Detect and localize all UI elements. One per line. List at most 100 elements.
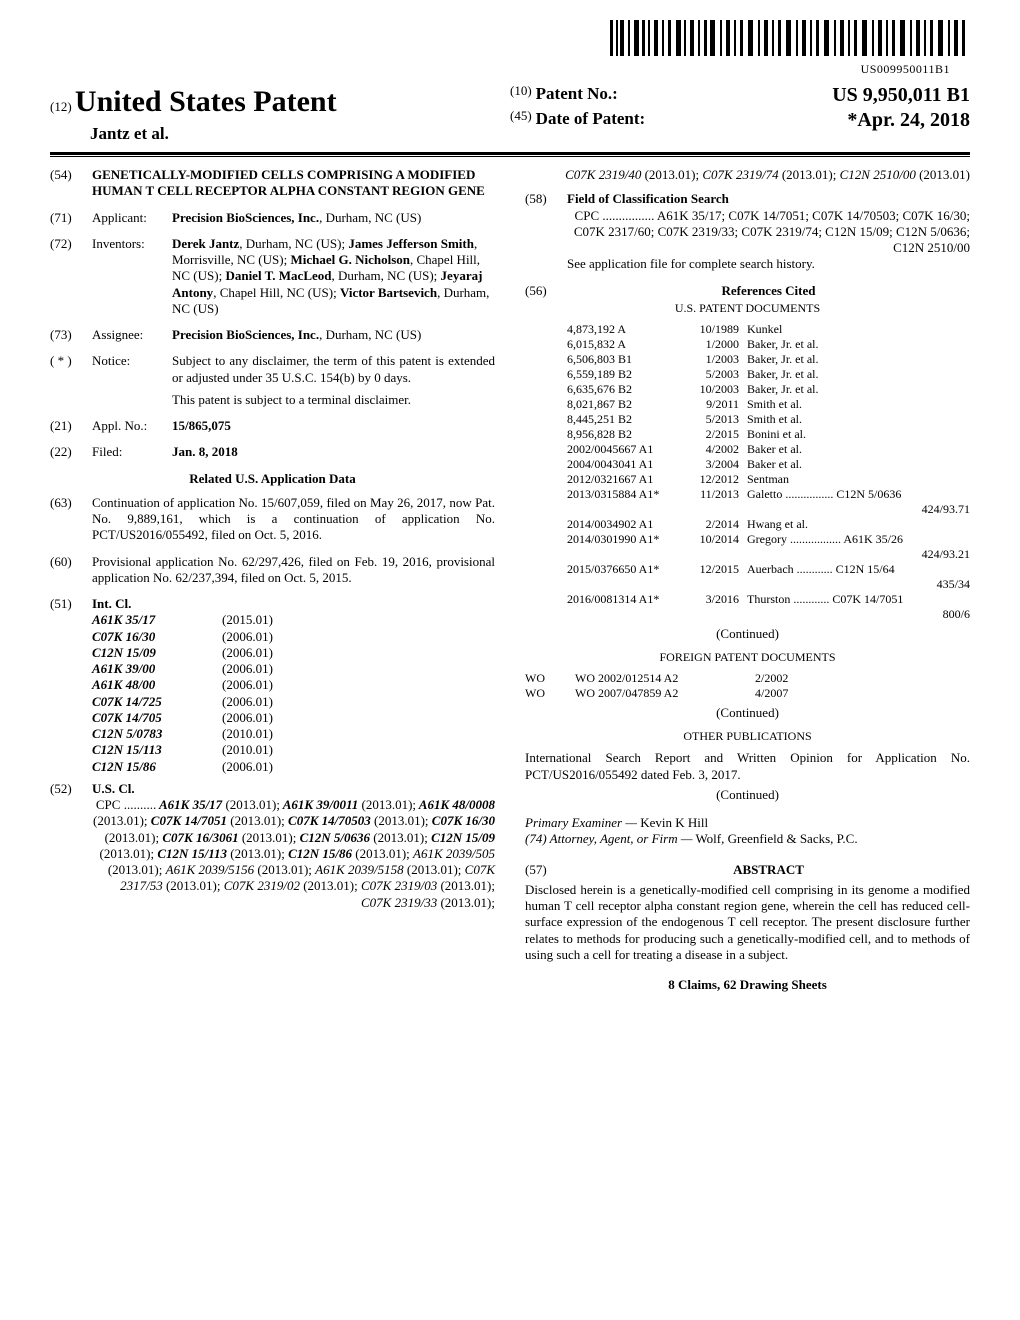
us-docs-table: 4,873,192 A10/1989Kunkel6,015,832 A1/200…: [567, 322, 970, 622]
abstract-head: ABSTRACT: [567, 862, 970, 878]
intcl-code: C12N 15/09: [92, 645, 222, 661]
ref-auth: Gregory ................. A61K 35/26: [747, 532, 970, 547]
code-12: (12): [50, 99, 72, 114]
ref-auth: Smith et al.: [747, 397, 970, 412]
continued-1: (Continued): [525, 626, 970, 642]
intcl-row: C07K 14/705(2006.01): [92, 710, 495, 726]
ref-row: 2013/0315884 A1*11/2013Galetto .........…: [567, 487, 970, 502]
authors: Jantz et al.: [90, 123, 337, 144]
header-rule: [50, 152, 970, 157]
attorney-label: (74) Attorney, Agent, or Firm —: [525, 831, 692, 846]
ref-num: 2016/0081314 A1*: [567, 592, 687, 607]
ref-num: 8,445,251 B2: [567, 412, 687, 427]
label-notice: Notice:: [92, 353, 172, 408]
field-52: (52) U.S. Cl. CPC .......... A61K 35/17 …: [50, 781, 495, 911]
attorney-line: (74) Attorney, Agent, or Firm — Wolf, Gr…: [525, 831, 970, 847]
intcl-code: C07K 14/725: [92, 694, 222, 710]
intcl-row: C12N 15/86(2006.01): [92, 759, 495, 775]
body-columns: (54) GENETICALLY-MODIFIED CELLS COMPRISI…: [50, 167, 970, 993]
intcl-year: (2006.01): [222, 677, 273, 693]
code-71: (71): [50, 210, 92, 226]
intcl-year: (2006.01): [222, 645, 273, 661]
code-notice: ( * ): [50, 353, 92, 408]
other-head: OTHER PUBLICATIONS: [525, 729, 970, 744]
field-72: (72) Inventors: Derek Jantz, Durham, NC …: [50, 236, 495, 317]
ref-extra-row: 435/34: [567, 577, 970, 592]
applicant-text: Precision BioSciences, Inc., Durham, NC …: [172, 210, 495, 226]
code-51: (51): [50, 596, 92, 775]
ref-date: 2/2014: [687, 517, 747, 532]
ref-auth: Baker et al.: [747, 457, 970, 472]
field-63: (63) Continuation of application No. 15/…: [50, 495, 495, 544]
inventors-text: Derek Jantz, Durham, NC (US); James Jeff…: [172, 236, 495, 317]
ref-num: 2014/0034902 A1: [567, 517, 687, 532]
ref-extra: 424/93.71: [567, 502, 970, 517]
ref-row: 2002/0045667 A14/2002Baker et al.: [567, 442, 970, 457]
patent-header: (12) United States Patent Jantz et al. (…: [50, 83, 970, 144]
code-72: (72): [50, 236, 92, 317]
ref-auth: Baker et al.: [747, 442, 970, 457]
field-21: (21) Appl. No.: 15/865,075: [50, 418, 495, 434]
examiner-name: Kevin K Hill: [640, 815, 708, 830]
intcl-row: C07K 16/30(2006.01): [92, 629, 495, 645]
ref-auth: Baker, Jr. et al.: [747, 382, 970, 397]
intcl-row: C07K 14/725(2006.01): [92, 694, 495, 710]
code-56: (56): [525, 283, 567, 299]
ref-row: 8,956,828 B22/2015Bonini et al.: [567, 427, 970, 442]
patent-no-value: US 9,950,011 B1: [832, 83, 970, 108]
ref-num: 2015/0376650 A1*: [567, 562, 687, 577]
ref-date: 12/2012: [687, 472, 747, 487]
intcl-year: (2010.01): [222, 726, 273, 742]
ref-num: 2014/0301990 A1*: [567, 532, 687, 547]
foreign-num: WO 2007/047859 A2: [575, 686, 755, 701]
ref-num: 2013/0315884 A1*: [567, 487, 687, 502]
code-58: (58): [525, 191, 567, 272]
ref-date: 1/2003: [687, 352, 747, 367]
ref-date: 2/2015: [687, 427, 747, 442]
field-54: (54) GENETICALLY-MODIFIED CELLS COMPRISI…: [50, 167, 495, 200]
intcl-code: C07K 14/705: [92, 710, 222, 726]
text-60: Provisional application No. 62/297,426, …: [92, 554, 495, 587]
field-73: (73) Assignee: Precision BioSciences, In…: [50, 327, 495, 343]
text-58: CPC ................ A61K 35/17; C07K 14…: [567, 208, 970, 257]
examiner-line: Primary Examiner — Kevin K Hill: [525, 815, 970, 831]
intcl-year: (2006.01): [222, 694, 273, 710]
right-column: C07K 2319/40 (2013.01); C07K 2319/74 (20…: [525, 167, 970, 993]
ref-date: 3/2004: [687, 457, 747, 472]
code-10: (10): [510, 83, 532, 108]
text-63: Continuation of application No. 15/607,0…: [92, 495, 495, 544]
intcl-code: C12N 15/86: [92, 759, 222, 775]
ref-auth: Bonini et al.: [747, 427, 970, 442]
ref-date: 10/2014: [687, 532, 747, 547]
ref-date: 5/2003: [687, 367, 747, 382]
field-71: (71) Applicant: Precision BioSciences, I…: [50, 210, 495, 226]
foreign-head: FOREIGN PATENT DOCUMENTS: [525, 650, 970, 665]
label-21: Appl. No.:: [92, 418, 172, 434]
ref-extra-row: 424/93.21: [567, 547, 970, 562]
intcl-row: C12N 5/0783(2010.01): [92, 726, 495, 742]
intcl-code: C12N 15/113: [92, 742, 222, 758]
field-60: (60) Provisional application No. 62/297,…: [50, 554, 495, 587]
left-column: (54) GENETICALLY-MODIFIED CELLS COMPRISI…: [50, 167, 495, 993]
field-56: (56) References Cited: [525, 283, 970, 299]
foreign-row: WOWO 2007/047859 A24/2007: [525, 686, 970, 701]
label-58: Field of Classification Search: [567, 191, 970, 207]
appl-no: 15/865,075: [172, 418, 495, 434]
ref-date: 12/2015: [687, 562, 747, 577]
ref-auth: Galetto ................ C12N 5/0636: [747, 487, 970, 502]
code-45: (45): [510, 108, 532, 133]
patent-no-label: Patent No.:: [536, 83, 696, 108]
label-52: U.S. Cl.: [92, 781, 495, 797]
ref-date: 1/2000: [687, 337, 747, 352]
examiner-label: Primary Examiner —: [525, 815, 637, 830]
ref-row: 2012/0321667 A112/2012Sentman: [567, 472, 970, 487]
ref-num: 8,956,828 B2: [567, 427, 687, 442]
ref-row: 8,021,867 B29/2011Smith et al.: [567, 397, 970, 412]
code-60: (60): [50, 554, 92, 587]
code-73: (73): [50, 327, 92, 343]
intcl-row: A61K 39/00(2006.01): [92, 661, 495, 677]
us-docs-head: U.S. PATENT DOCUMENTS: [525, 301, 970, 316]
intcl-row: A61K 35/17(2015.01): [92, 612, 495, 628]
intcl-code: A61K 48/00: [92, 677, 222, 693]
intcl-year: (2010.01): [222, 742, 273, 758]
